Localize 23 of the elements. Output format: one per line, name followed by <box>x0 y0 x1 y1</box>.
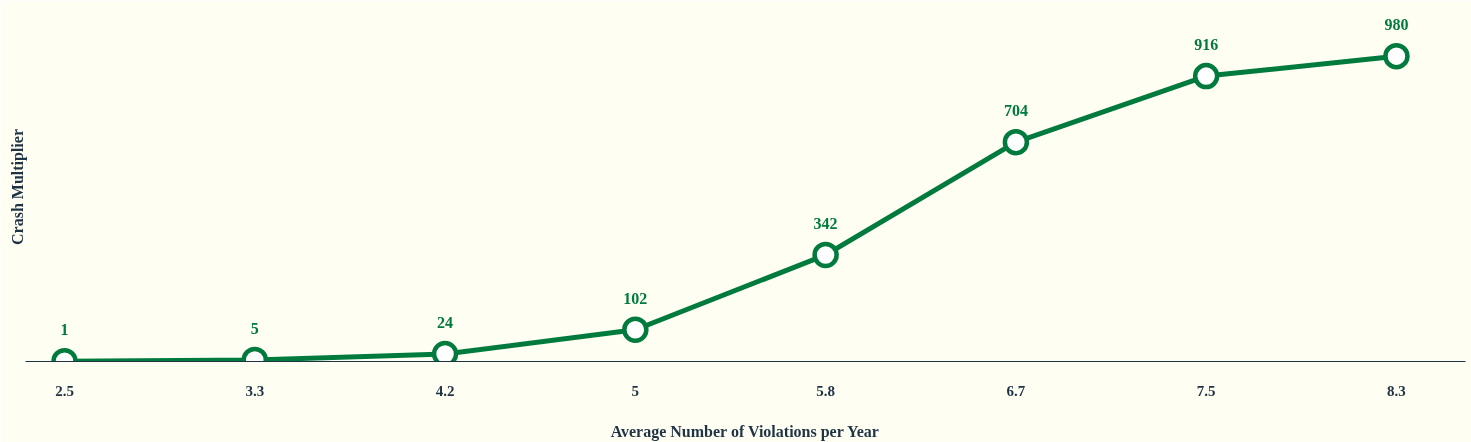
x-tick-label: 8.3 <box>1387 382 1406 399</box>
x-tick-label: 5.8 <box>816 382 835 399</box>
x-tick-label: 5 <box>631 382 640 399</box>
data-label: 1 <box>60 321 69 339</box>
x-tick-label: 4.2 <box>435 382 455 399</box>
data-label: 704 <box>1003 102 1028 120</box>
data-label: 5 <box>250 319 259 337</box>
x-tick-label: 7.5 <box>1196 382 1216 399</box>
x-tick-label: 3.3 <box>245 382 265 399</box>
y-axis-title: Crash Multiplier <box>8 129 27 245</box>
point <box>1192 62 1220 90</box>
x-axis-title: Average Number of Violations per Year <box>610 422 879 441</box>
data-label: 24 <box>437 314 454 332</box>
data-label: 916 <box>1194 36 1219 54</box>
data-label: 102 <box>623 289 648 307</box>
point <box>1383 42 1410 70</box>
data-label: 980 <box>1384 16 1409 34</box>
point <box>622 316 649 343</box>
point <box>812 241 839 269</box>
x-tick-label: 6.7 <box>1006 382 1026 399</box>
data-label: 342 <box>813 214 838 232</box>
x-tick-label: 2.5 <box>55 382 74 399</box>
point <box>1002 128 1030 156</box>
